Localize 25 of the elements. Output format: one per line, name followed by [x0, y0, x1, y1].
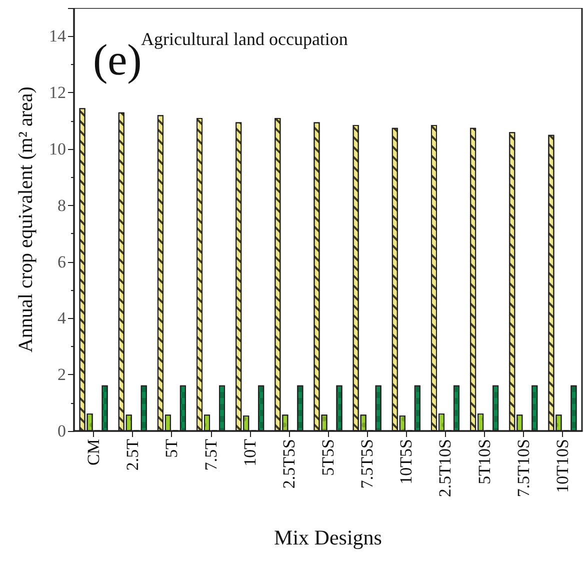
x-tick-label: 5T [162, 438, 182, 458]
annotation: (e) [93, 36, 142, 84]
x-tick-label: 10T10S [552, 439, 572, 493]
x-tick-label: 7.5T10S [514, 439, 533, 498]
y-tick-label: 14 [49, 26, 66, 46]
x-tick-label: 2.5T [123, 438, 142, 471]
y-tick-label: 2 [58, 365, 66, 384]
y-tick-label: 6 [58, 252, 66, 272]
x-axis-title: Mix Designs [274, 526, 382, 550]
x-tick-label: 5T10S [474, 439, 494, 484]
x-tick-label: CM [84, 439, 104, 466]
text: Agricultural land occupation [141, 29, 348, 49]
x-tick-label: 5T5S [318, 439, 338, 476]
x-tick-label: 7.5T [201, 438, 220, 471]
y-tick-label: 4 [58, 308, 66, 328]
y-tick-label: 0 [58, 422, 66, 440]
x-tick-label: 2.5T10S [436, 439, 455, 498]
x-tick-label: 10T [240, 438, 260, 466]
x-tick-label: 7.5T5S [358, 439, 377, 489]
x-tick-label: 10T5S [396, 439, 416, 484]
y-tick-label: 10 [49, 140, 66, 158]
y-tick-label: 12 [49, 83, 66, 102]
y-tick-label: 8 [58, 196, 66, 215]
y-axis-title: Annual crop equivalent (m² area) [15, 86, 37, 352]
x-tick-label: 2.5T5S [279, 439, 298, 489]
